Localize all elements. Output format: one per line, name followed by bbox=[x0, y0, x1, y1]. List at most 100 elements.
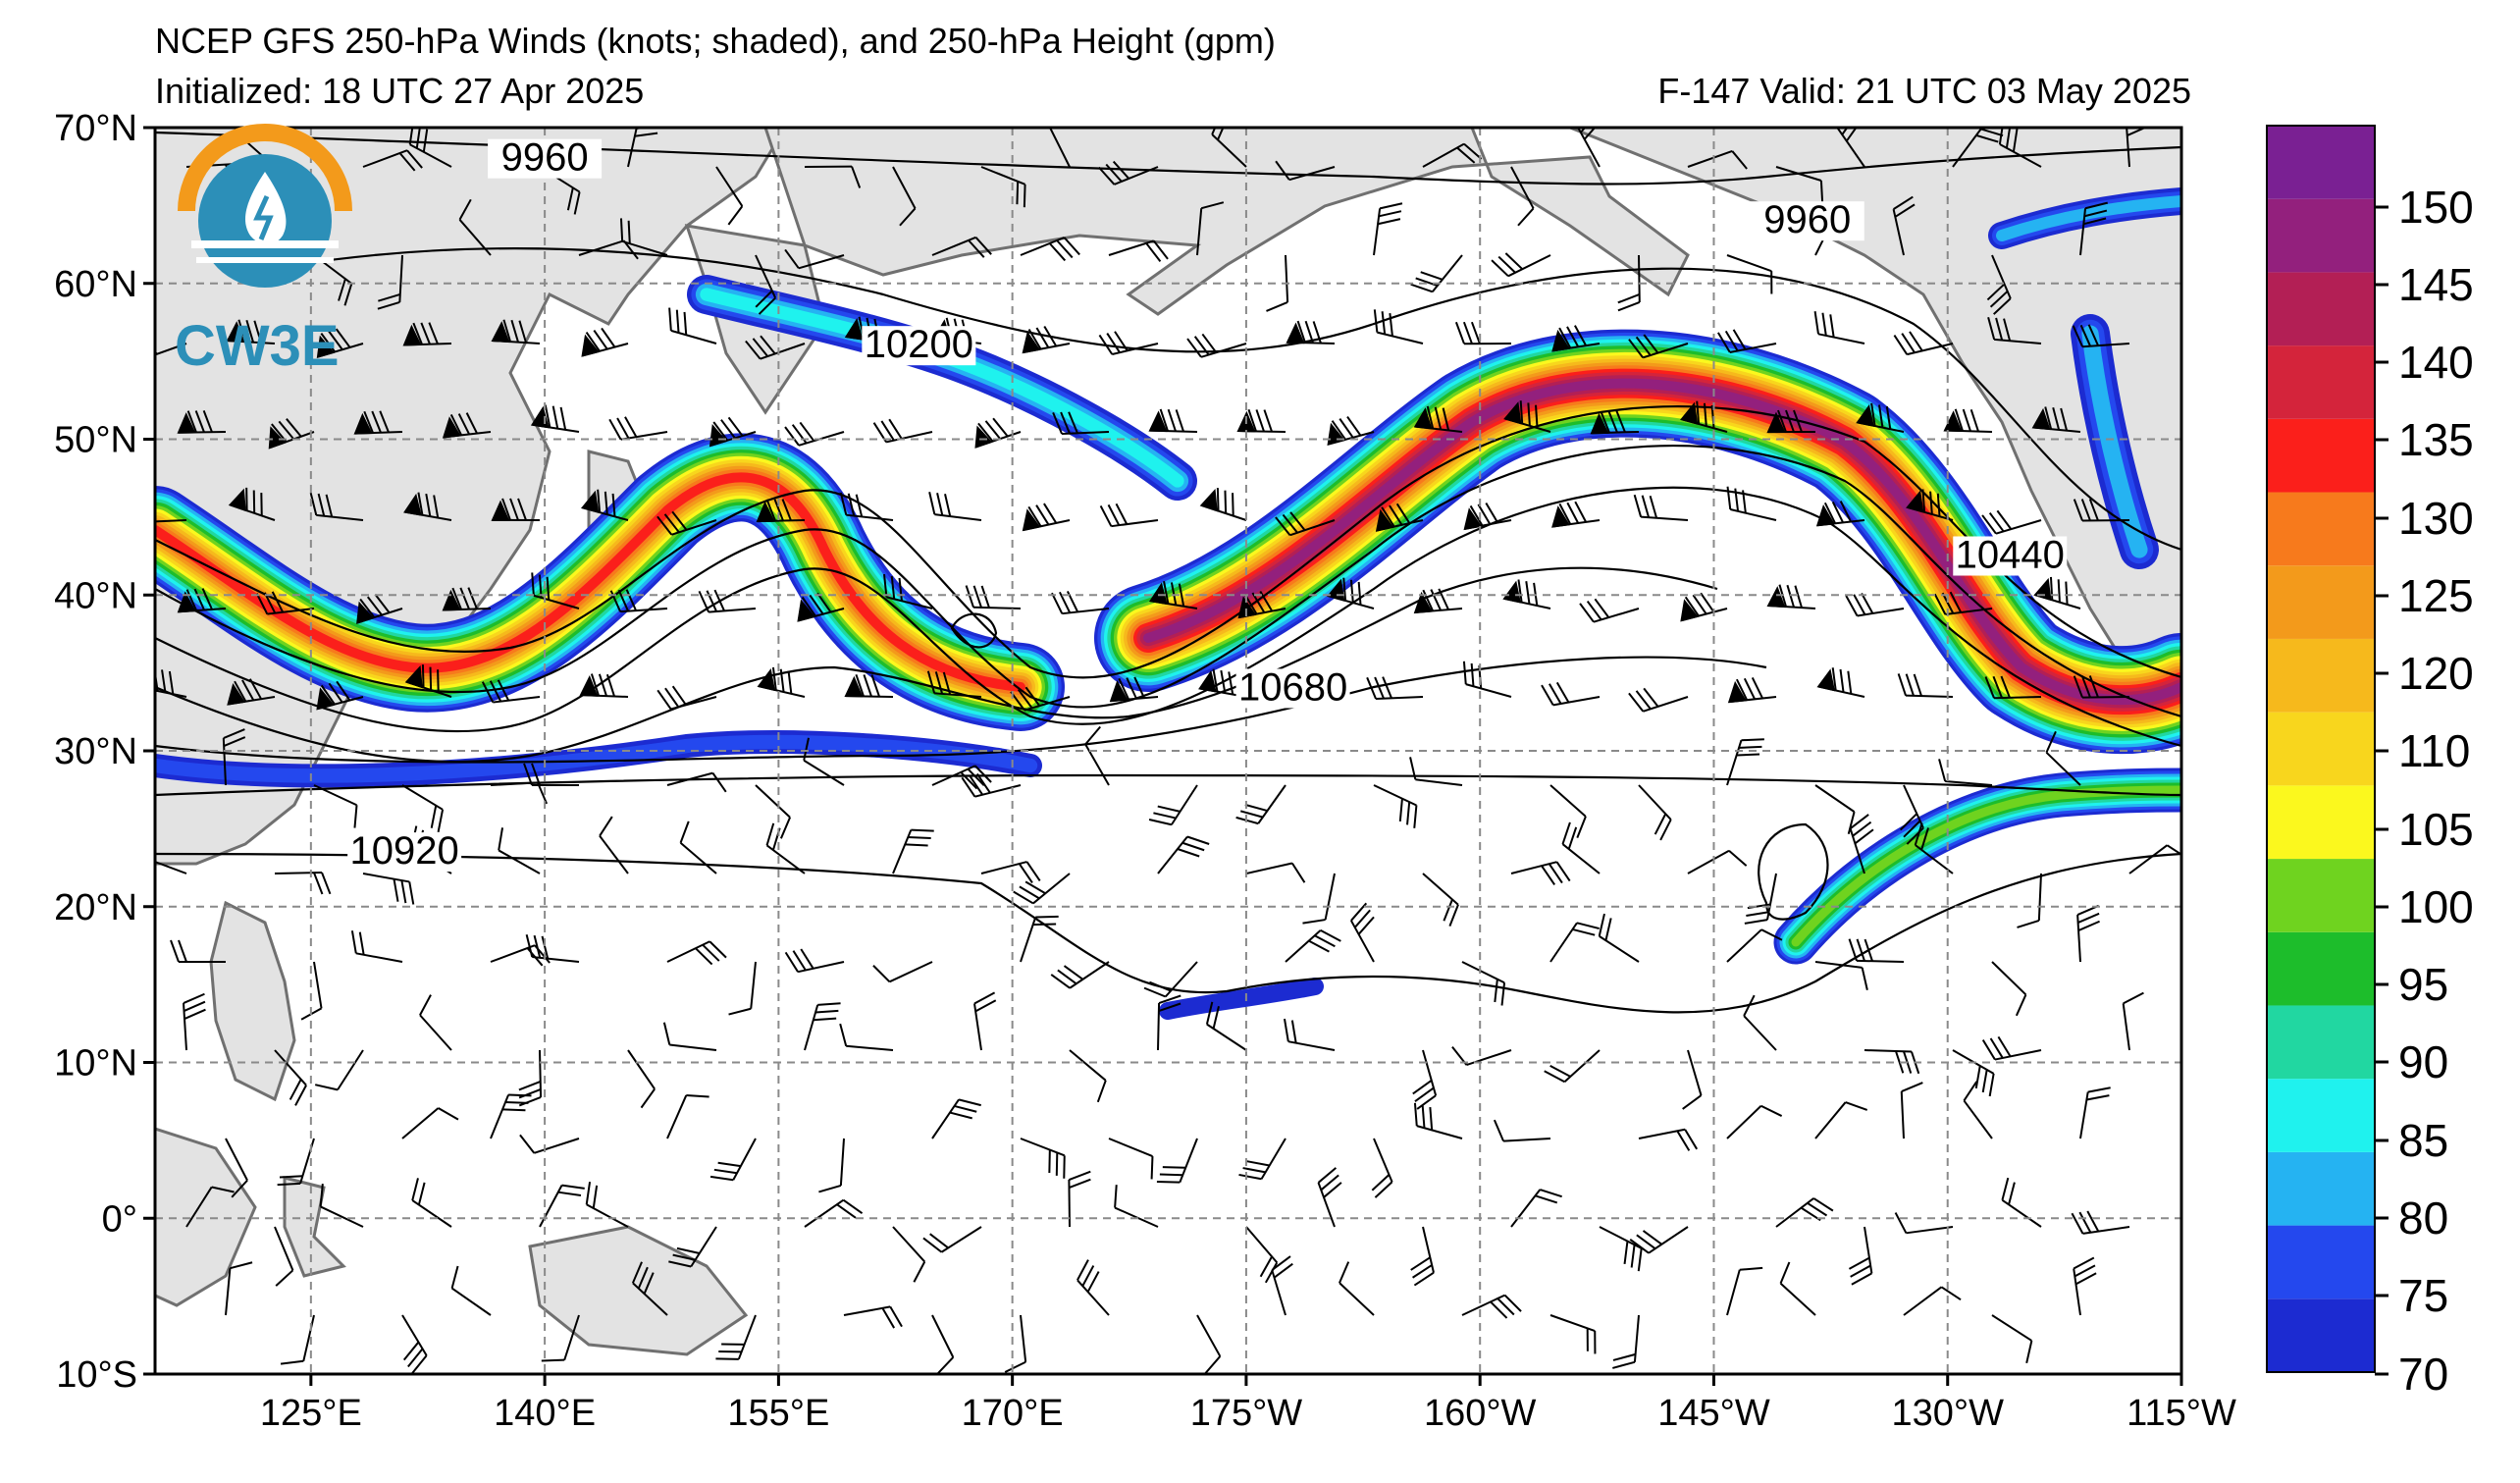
colorbar-label: 125 bbox=[2398, 570, 2474, 621]
wind-barb bbox=[222, 728, 246, 786]
wind-barb bbox=[523, 763, 580, 786]
colorbar-label: 145 bbox=[2398, 259, 2474, 310]
colorbar-segment bbox=[2267, 859, 2375, 932]
wind-barb bbox=[1422, 873, 1459, 927]
wind-barb bbox=[931, 1314, 955, 1374]
wind-barb bbox=[844, 673, 894, 698]
wind-barb bbox=[182, 992, 206, 1051]
wind-barb bbox=[1108, 239, 1169, 262]
wind-barb bbox=[319, 1184, 364, 1228]
colorbar-label: 70 bbox=[2398, 1349, 2448, 1400]
wind-barb bbox=[2072, 324, 2130, 348]
wind-barb bbox=[1775, 166, 1824, 204]
wind-barb bbox=[1099, 503, 1159, 528]
wind-barb bbox=[1413, 1102, 1463, 1139]
wind-barb bbox=[1076, 1259, 1110, 1316]
wind-barb bbox=[839, 1023, 894, 1051]
colorbar-label: 140 bbox=[2398, 337, 2474, 388]
wind-barb bbox=[1687, 849, 1748, 874]
wind-barb bbox=[666, 1094, 709, 1139]
wind-barb bbox=[1493, 1119, 1551, 1142]
wind-barb bbox=[1098, 160, 1159, 185]
wind-barb bbox=[745, 335, 806, 360]
wind-barb bbox=[1461, 1294, 1522, 1319]
wind-barb bbox=[411, 1178, 452, 1228]
wind-barb bbox=[2031, 406, 2081, 433]
map-title: NCEP GFS 250-hPa Winds (knots; shaded), … bbox=[155, 21, 1276, 61]
wind-barb bbox=[892, 1226, 926, 1283]
wind-barb bbox=[1503, 400, 1551, 433]
longitude-label: 175°W bbox=[1190, 1393, 1303, 1434]
wind-barb bbox=[756, 499, 806, 523]
wind-barb bbox=[491, 498, 541, 521]
wind-barb bbox=[1266, 254, 1289, 312]
contour-label: 10680 bbox=[1238, 665, 1347, 709]
wind-barb bbox=[1502, 579, 1551, 609]
wind-barb bbox=[1373, 202, 1403, 256]
wind-barb bbox=[1981, 1035, 2042, 1061]
wind-barb bbox=[1551, 501, 1601, 528]
wind-barb bbox=[1052, 411, 1110, 436]
wind-barb bbox=[1275, 160, 1336, 182]
wind-barb bbox=[1022, 503, 1071, 532]
wind-barb bbox=[926, 670, 982, 698]
wind-barb bbox=[519, 1134, 580, 1154]
colorbar-segment bbox=[2267, 418, 2375, 493]
wind-barb bbox=[1998, 128, 2042, 168]
wind-barb bbox=[1022, 326, 1071, 354]
wind-barb bbox=[1463, 502, 1512, 531]
wind-barb bbox=[1726, 1266, 1763, 1316]
wind-barb bbox=[892, 828, 934, 874]
colorbar-segment bbox=[2267, 565, 2375, 639]
wind-barb bbox=[274, 1049, 307, 1106]
wind-barb bbox=[1848, 938, 1905, 963]
colorbar-segment bbox=[2267, 198, 2375, 273]
land-alaska bbox=[763, 128, 1690, 316]
contour-label: 9960 bbox=[1763, 198, 1851, 241]
wind-barb bbox=[1779, 1261, 1816, 1316]
wind-barb bbox=[401, 1107, 459, 1139]
wind-speed-colorbar: 70 75 80 85 90 95 100 105 110 120 125 130 135 140 145 1… bbox=[2266, 125, 2474, 1400]
colorbar-segment bbox=[2267, 712, 2375, 786]
longitude-label: 145°W bbox=[1657, 1393, 1770, 1434]
wind-barb bbox=[1549, 922, 1600, 963]
wind-barb bbox=[458, 198, 492, 256]
wind-barb bbox=[1148, 408, 1198, 433]
wind-barb bbox=[314, 1049, 364, 1091]
wind-barb bbox=[316, 328, 364, 358]
wind-barb bbox=[2071, 1210, 2130, 1235]
wind-barb bbox=[608, 416, 668, 441]
wind-barb bbox=[883, 573, 933, 609]
wind-barb bbox=[1454, 321, 1512, 345]
land-sulawesi bbox=[283, 1176, 346, 1278]
wind-barb bbox=[931, 236, 992, 258]
wind-barb bbox=[804, 1198, 864, 1228]
wind-barb bbox=[1775, 1197, 1834, 1228]
wind-barb bbox=[804, 1002, 841, 1051]
valid-time: F-147 Valid: 21 UTC 03 May 2025 bbox=[1657, 71, 2191, 111]
latitude-label: 60°N bbox=[54, 264, 137, 305]
wind-barb bbox=[1069, 1049, 1107, 1103]
wind-barb bbox=[280, 1314, 315, 1365]
wind-barb bbox=[1687, 149, 1748, 170]
wind-barb bbox=[362, 873, 415, 905]
contour-label-background bbox=[488, 138, 603, 179]
wind-barb bbox=[531, 572, 580, 609]
colorbar-segment bbox=[2267, 272, 2375, 346]
wind-barb bbox=[656, 510, 717, 536]
wind-barb bbox=[541, 1314, 580, 1362]
latitude-label: 30°N bbox=[54, 731, 137, 772]
wind-barb bbox=[1813, 311, 1865, 344]
wind-barb bbox=[1894, 1212, 1954, 1235]
wind-barb bbox=[715, 166, 744, 226]
wind-barb bbox=[177, 588, 227, 613]
wind-barb bbox=[1963, 1081, 1993, 1139]
wind-barb bbox=[227, 678, 276, 706]
latitude-label: 0° bbox=[102, 1198, 137, 1240]
longitude-label: 115°W bbox=[2126, 1393, 2236, 1434]
longitude-label: 140°E bbox=[494, 1393, 596, 1434]
wind-barb bbox=[922, 1226, 982, 1253]
wind-barb bbox=[1004, 1314, 1027, 1373]
contour-label-background bbox=[1750, 201, 1864, 241]
land-borneo bbox=[155, 1127, 257, 1307]
